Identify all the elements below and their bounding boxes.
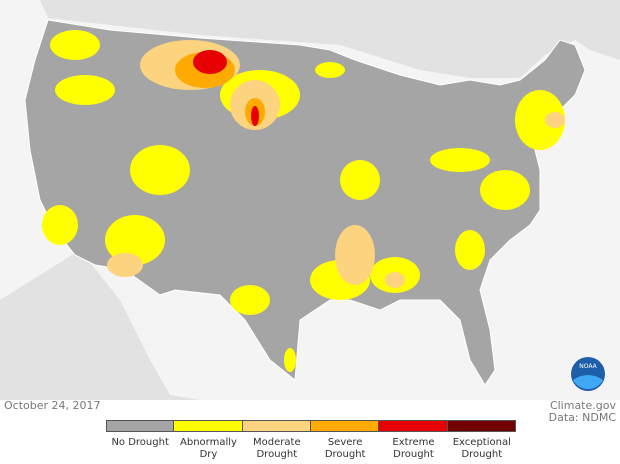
legend-swatch bbox=[174, 420, 243, 432]
date: October 24, 2017 bbox=[4, 399, 101, 412]
legend: No Drought Abnormally Dry Moderate Drought… bbox=[106, 420, 516, 461]
legend-item: Abnormally Dry bbox=[174, 420, 243, 461]
source: Data: NDMC bbox=[548, 411, 616, 424]
legend-swatch bbox=[310, 420, 380, 432]
canada bbox=[40, 0, 620, 78]
legend-item: Exceptional Drought bbox=[447, 420, 516, 461]
noaa-logo: NOAA bbox=[571, 357, 605, 391]
legend-item: No Drought bbox=[106, 420, 175, 461]
legend-item: Extreme Drought bbox=[379, 420, 448, 461]
legend-label: No Drought bbox=[111, 437, 169, 448]
legend-label: Abnormally Dry bbox=[180, 437, 237, 460]
legend-label: Exceptional Drought bbox=[452, 437, 511, 460]
logo-wave bbox=[573, 375, 603, 389]
mexico bbox=[0, 250, 200, 400]
abnormally-dry-areas bbox=[42, 30, 565, 372]
legend-item: Severe Drought bbox=[310, 420, 380, 461]
credit: Climate.gov bbox=[549, 399, 616, 412]
legend-swatch bbox=[379, 420, 448, 432]
legend-swatch bbox=[106, 420, 175, 432]
extreme-drought-area bbox=[193, 50, 227, 74]
drought-map: NOAA bbox=[0, 0, 620, 400]
legend-label: Severe Drought bbox=[324, 437, 366, 460]
legend-label: Extreme Drought bbox=[392, 437, 435, 460]
logo-text: NOAA bbox=[579, 363, 597, 370]
extreme-drought-area bbox=[251, 106, 259, 126]
legend-swatch bbox=[242, 420, 311, 432]
legend-label: Moderate Drought bbox=[253, 437, 301, 460]
legend-swatch bbox=[447, 420, 516, 432]
us-land bbox=[24, 19, 586, 386]
legend-item: Moderate Drought bbox=[242, 420, 311, 461]
